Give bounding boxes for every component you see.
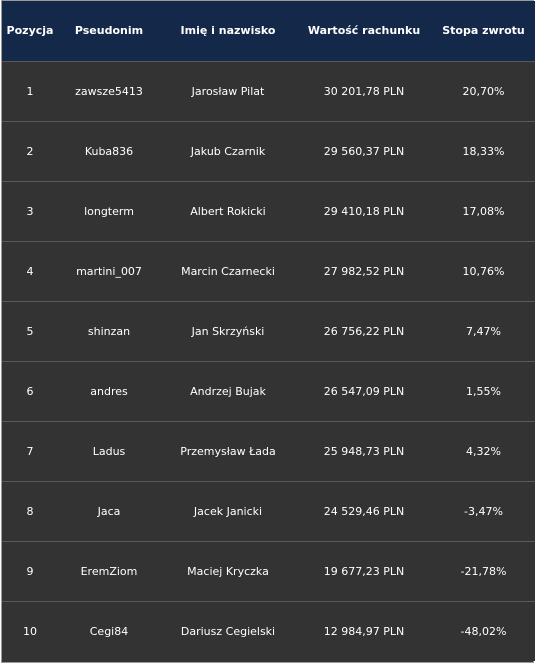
cell-account-value: 12 984,97 PLN bbox=[323, 624, 405, 638]
cell-nickname: EremZiom bbox=[80, 564, 138, 578]
table-row: 1 zawsze5413 Jarosław Pilat 30 201,78 PL… bbox=[2, 61, 535, 121]
cell-full-name: Marcin Czarnecki bbox=[181, 264, 275, 278]
table-body: 1 zawsze5413 Jarosław Pilat 30 201,78 PL… bbox=[2, 61, 535, 661]
cell-nickname: longterm bbox=[84, 204, 134, 218]
cell-position: 7 bbox=[26, 444, 34, 458]
cell-nickname: Kuba836 bbox=[84, 144, 134, 158]
cell-account-value: 29 410,18 PLN bbox=[323, 204, 405, 218]
cell-full-name: Dariusz Cegielski bbox=[180, 624, 276, 638]
cell-rate-of-return: -21,78% bbox=[460, 564, 507, 578]
cell-position: 6 bbox=[26, 384, 34, 398]
cell-rate-of-return: 10,76% bbox=[462, 264, 505, 278]
cell-rate-of-return: 20,70% bbox=[462, 84, 505, 98]
header-position: Pozycja bbox=[6, 24, 54, 38]
table-row: 10 Cegi84 Dariusz Cegielski 12 984,97 PL… bbox=[2, 601, 535, 661]
cell-full-name: Jacek Janicki bbox=[193, 504, 263, 518]
cell-nickname: Ladus bbox=[92, 444, 126, 458]
cell-rate-of-return: 17,08% bbox=[462, 204, 505, 218]
cell-full-name: Andrzej Bujak bbox=[190, 384, 266, 398]
cell-account-value: 26 547,09 PLN bbox=[323, 384, 405, 398]
cell-position: 8 bbox=[26, 504, 34, 518]
table-row: 4 martini_007 Marcin Czarnecki 27 982,52… bbox=[2, 241, 535, 301]
cell-full-name: Jan Skrzyński bbox=[191, 324, 265, 338]
cell-account-value: 25 948,73 PLN bbox=[323, 444, 405, 458]
cell-account-value: 24 529,46 PLN bbox=[323, 504, 405, 518]
table-row: 3 longterm Albert Rokicki 29 410,18 PLN … bbox=[2, 181, 535, 241]
cell-nickname: martini_007 bbox=[76, 264, 142, 278]
cell-full-name: Jakub Czarnik bbox=[190, 144, 266, 158]
cell-nickname: Cegi84 bbox=[89, 624, 129, 638]
cell-rate-of-return: 1,55% bbox=[466, 384, 501, 398]
table-row: 7 Ladus Przemysław Łada 25 948,73 PLN 4,… bbox=[2, 421, 535, 481]
table-row: 5 shinzan Jan Skrzyński 26 756,22 PLN 7,… bbox=[2, 301, 535, 361]
header-nickname: Pseudonim bbox=[74, 24, 144, 38]
cell-account-value: 19 677,23 PLN bbox=[323, 564, 405, 578]
cell-position: 2 bbox=[26, 144, 34, 158]
table-row: 8 Jaca Jacek Janicki 24 529,46 PLN -3,47… bbox=[2, 481, 535, 541]
cell-position: 4 bbox=[26, 264, 34, 278]
cell-position: 3 bbox=[26, 204, 34, 218]
cell-position: 1 bbox=[26, 84, 34, 98]
cell-account-value: 30 201,78 PLN bbox=[323, 84, 405, 98]
header-row: Pozycja Pseudonim Imię i nazwisko Wartoś… bbox=[2, 1, 535, 61]
header-full-name: Imię i nazwisko bbox=[180, 24, 276, 38]
cell-rate-of-return: -3,47% bbox=[464, 504, 503, 518]
header-rate-of-return: Stopa zwrotu bbox=[442, 24, 525, 38]
cell-nickname: andres bbox=[90, 384, 128, 398]
cell-rate-of-return: 18,33% bbox=[462, 144, 505, 158]
cell-full-name: Przemysław Łada bbox=[180, 444, 276, 458]
cell-full-name: Maciej Kryczka bbox=[187, 564, 269, 578]
cell-nickname: Jaca bbox=[97, 504, 121, 518]
table-row: 9 EremZiom Maciej Kryczka 19 677,23 PLN … bbox=[2, 541, 535, 601]
cell-rate-of-return: 7,47% bbox=[466, 324, 501, 338]
cell-full-name: Albert Rokicki bbox=[190, 204, 266, 218]
cell-rate-of-return: -48,02% bbox=[460, 624, 507, 638]
cell-account-value: 27 982,52 PLN bbox=[323, 264, 405, 278]
cell-account-value: 29 560,37 PLN bbox=[323, 144, 405, 158]
cell-position: 5 bbox=[26, 324, 34, 338]
table-header: Pozycja Pseudonim Imię i nazwisko Wartoś… bbox=[2, 1, 535, 61]
cell-account-value: 26 756,22 PLN bbox=[323, 324, 405, 338]
cell-nickname: zawsze5413 bbox=[75, 84, 143, 98]
cell-rate-of-return: 4,32% bbox=[466, 444, 501, 458]
table-row: 6 andres Andrzej Bujak 26 547,09 PLN 1,5… bbox=[2, 361, 535, 421]
cell-position: 9 bbox=[26, 564, 34, 578]
header-account-value: Wartość rachunku bbox=[307, 24, 421, 38]
cell-full-name: Jarosław Pilat bbox=[191, 84, 265, 98]
table-row: 2 Kuba836 Jakub Czarnik 29 560,37 PLN 18… bbox=[2, 121, 535, 181]
cell-nickname: shinzan bbox=[87, 324, 131, 338]
cell-position: 10 bbox=[23, 624, 37, 638]
